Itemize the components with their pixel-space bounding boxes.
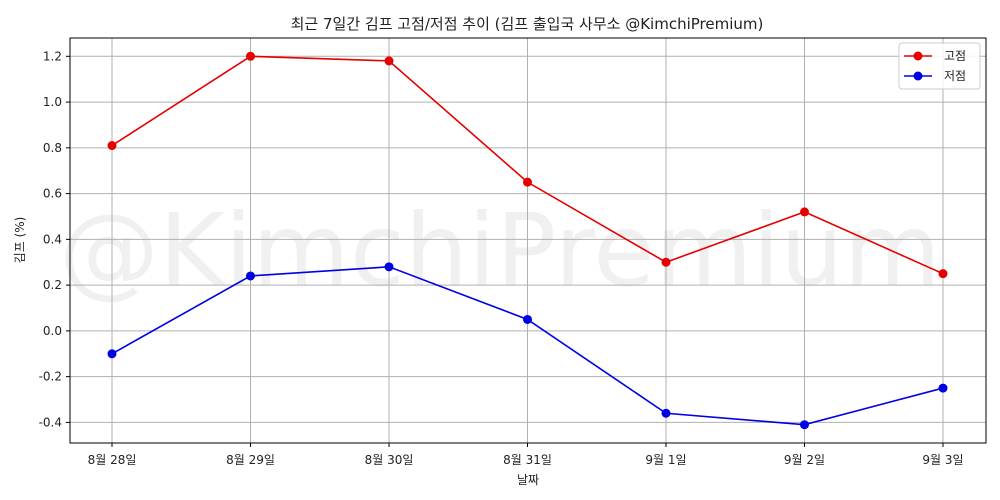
data-point [523,314,532,324]
legend-box [898,42,981,90]
y-tick-label: 1.0 [43,95,62,109]
chart-title: 최근 7일간 김프 고점/저점 추이 (김프 출입국 사무소 @KimchiPr… [291,15,764,33]
legend-marker [913,71,923,81]
data-point [938,383,948,393]
data-point [107,349,117,359]
data-point [384,262,394,272]
x-tick-label: 9월 1일 [645,453,686,467]
watermark: @KimchiPremium [59,192,941,309]
data-point [661,257,671,267]
x-tick-label: 9월 2일 [784,453,825,467]
y-axis-label: 김프 (%) [13,217,27,264]
y-tick-label: 0.2 [43,278,62,292]
legend-label: 고점 [944,49,966,63]
y-tick-label: 0.8 [43,141,62,155]
grid [70,38,986,443]
data-point [107,141,117,151]
x-tick-label: 8월 31일 [503,453,552,467]
data-point [384,56,394,66]
y-tick-label: 0.0 [43,324,62,338]
data-point [800,207,809,217]
data-point [246,51,255,61]
axis-ticks: 8월 28일 8월 29일 8월 30일 8월 31일 9월 1일 9월 2일 9월 3일 -… [39,49,964,467]
data-point [661,408,671,418]
y-tick-label: 1.2 [43,49,62,63]
data-point [800,420,809,430]
y-tick-label: 0.4 [43,232,62,246]
x-tick-label: 8월 28일 [88,453,137,467]
data-point [246,271,255,281]
x-tick-label: 8월 30일 [365,453,414,467]
y-tick-label: -0.2 [39,370,62,384]
series-layer [107,51,948,430]
x-tick-label: 9월 3일 [922,453,963,467]
y-tick-label: -0.4 [39,415,62,429]
legend-label: 저점 [944,69,966,83]
data-point [523,177,532,187]
x-axis-label: 날짜 [517,473,539,487]
y-tick-label: 0.6 [43,187,62,201]
x-tick-label: 8월 29일 [226,453,275,467]
legend-marker [913,51,923,61]
data-point [938,269,948,279]
